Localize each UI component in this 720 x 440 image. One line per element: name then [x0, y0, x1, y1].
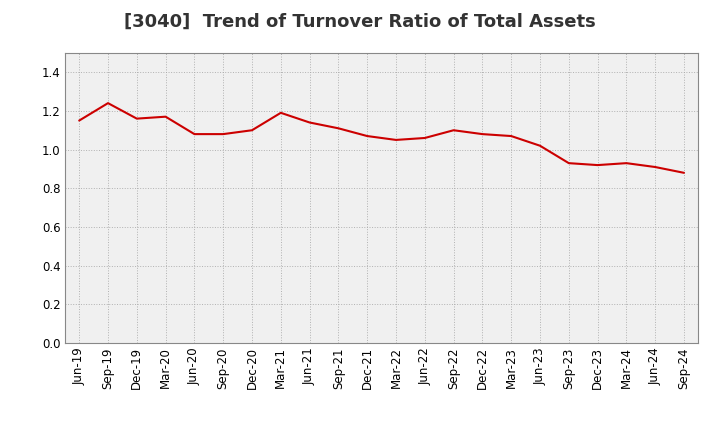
Text: [3040]  Trend of Turnover Ratio of Total Assets: [3040] Trend of Turnover Ratio of Total … — [124, 13, 596, 31]
